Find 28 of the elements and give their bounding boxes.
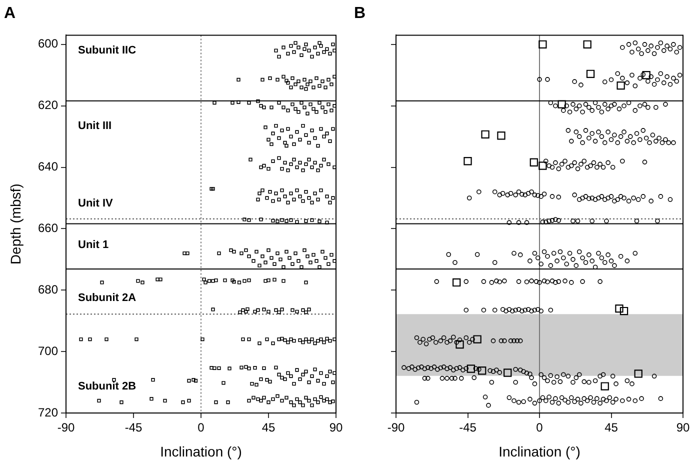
x-axis-title: Inclination (°) [160,443,242,460]
x-tick-label: 45 [604,420,618,435]
annotation: Subunit IIC [78,44,136,56]
x-tick-label: -45 [124,420,142,435]
annotation: Subunit 2A [78,292,136,304]
x-tick-label: 90 [329,420,343,435]
x-axis-title: Inclination (°) [498,443,580,460]
y-tick-label: 640 [38,160,58,174]
x-tick-label: 0 [536,420,544,435]
x-tick-label: 90 [676,420,690,435]
x-tick-label: 45 [262,420,276,435]
annotation: Unit 1 [78,238,109,251]
x-tick-label: -90 [387,420,405,435]
x-tick-label: -45 [459,420,477,435]
y-tick-label: 700 [38,344,58,358]
y-tick-label: 620 [38,98,58,112]
x-tick-label: -90 [57,420,75,435]
y-tick-label: 600 [38,36,58,51]
chart-title: A [4,5,16,22]
y-tick-label: 660 [38,221,58,236]
annotation: Unit IV [78,197,114,210]
x-tick-label: 0 [198,420,205,435]
y-tick-label: 720 [38,405,58,420]
annotation: Unit III [78,120,112,132]
y-tick-label: 680 [38,282,58,296]
annotation: Subunit 2B [78,380,136,393]
y-axis-title: Depth (mbsf) [7,184,24,265]
chart-title: B [354,5,366,22]
